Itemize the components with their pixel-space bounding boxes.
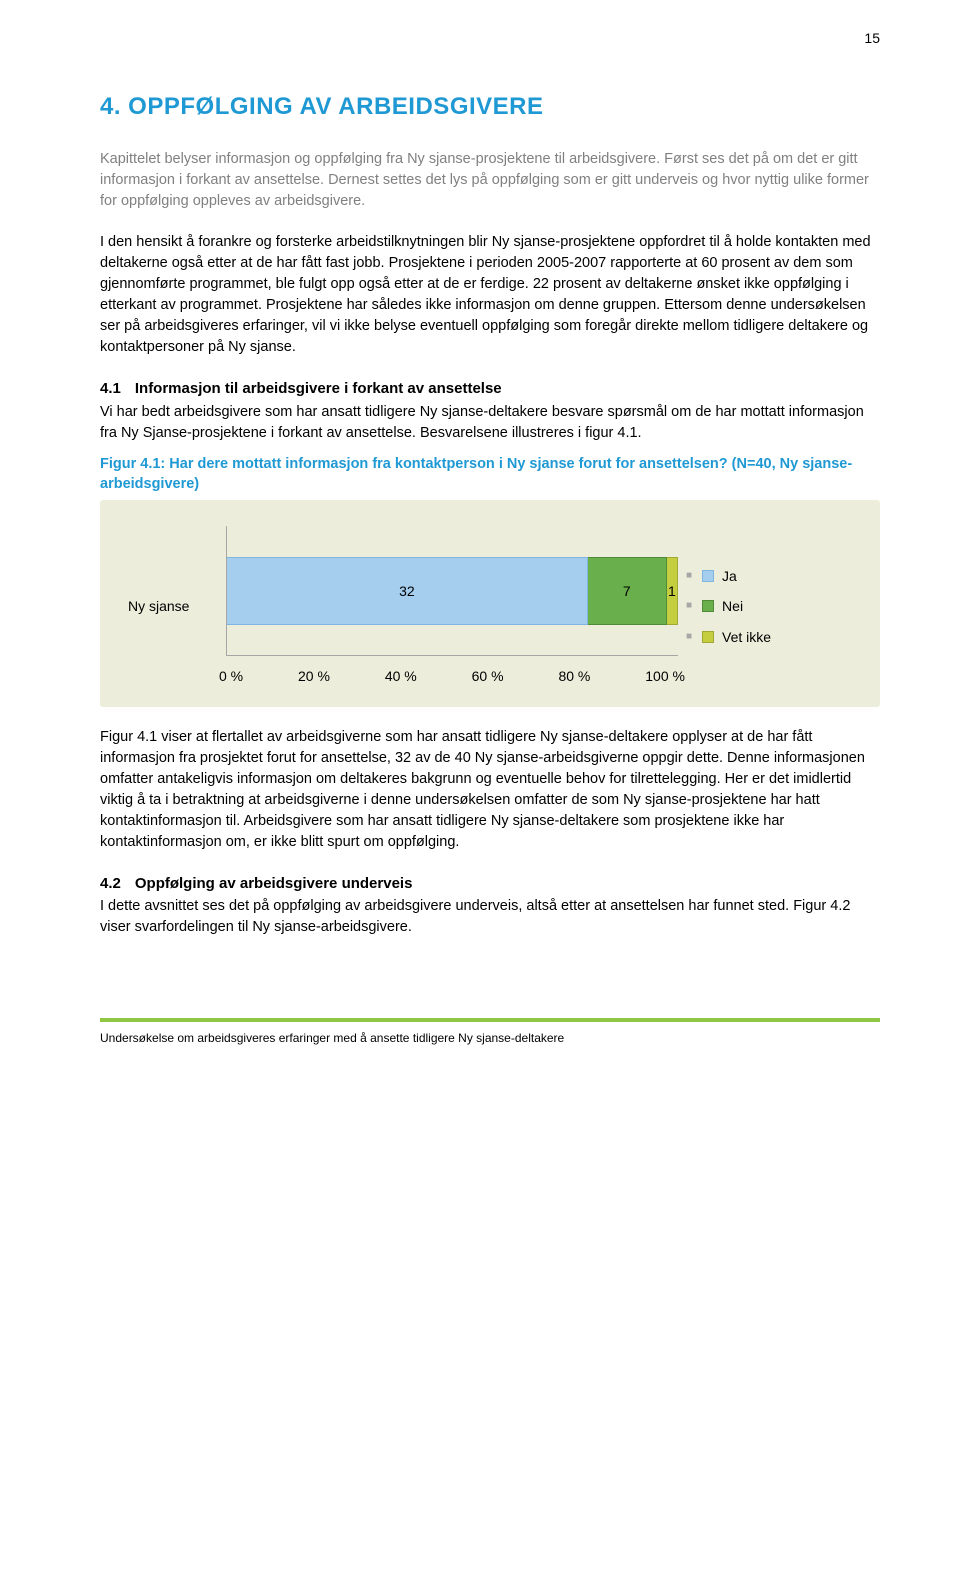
subheading-title: Informasjon til arbeidsgivere i forkant … bbox=[135, 380, 502, 397]
legend-label: Ja bbox=[722, 566, 737, 586]
axis-tick: 80 % bbox=[558, 666, 590, 686]
subheading-number: 4.2 bbox=[100, 875, 121, 892]
legend-item: ■Ja bbox=[708, 566, 771, 586]
chart-segment: 7 bbox=[588, 557, 667, 625]
chart-x-axis: 0 % 20 % 40 % 60 % 80 % 100 % bbox=[219, 666, 685, 686]
legend-item: ■Nei bbox=[708, 596, 771, 616]
axis-tick: 60 % bbox=[472, 666, 504, 686]
legend-label: Nei bbox=[722, 596, 743, 616]
subheading-number: 4.1 bbox=[100, 380, 121, 397]
legend-item: ■Vet ikke bbox=[708, 627, 771, 647]
legend-swatch bbox=[702, 570, 714, 582]
axis-tick: 0 % bbox=[219, 666, 243, 686]
document-page: 15 4. OPPFØLGING AV ARBEIDSGIVERE Kapitt… bbox=[0, 0, 960, 1520]
legend-label: Vet ikke bbox=[722, 627, 771, 647]
legend-swatch bbox=[702, 600, 714, 612]
body-paragraph-2: Figur 4.1 viser at flertallet av arbeids… bbox=[100, 727, 880, 853]
intro-paragraph: Kapittelet belyser informasjon og oppføl… bbox=[100, 149, 880, 212]
footer-text: Undersøkelse om arbeidsgiveres erfaringe… bbox=[100, 1030, 880, 1067]
chart-legend: ■Ja ■Nei ■Vet ikke bbox=[708, 566, 771, 647]
section-42-body: I dette avsnittet ses det på oppfølging … bbox=[100, 896, 880, 938]
section-41-body: Vi har bedt arbeidsgivere som har ansatt… bbox=[100, 402, 880, 444]
axis-tick: 40 % bbox=[385, 666, 417, 686]
subheading-title: Oppfølging av arbeidsgivere underveis bbox=[135, 875, 413, 892]
footer-accent-bar bbox=[100, 1018, 880, 1022]
legend-bullet-icon: ■ bbox=[686, 599, 692, 614]
figure-41-title: Figur 4.1: Har dere mottatt informasjon … bbox=[100, 454, 880, 495]
figure-41-chart: Ny sjanse32710 %20 %40 %60 %80 %100 %■Ja… bbox=[100, 500, 880, 706]
chart-category-label: Ny sjanse bbox=[128, 596, 208, 616]
axis-tick: 100 % bbox=[645, 666, 685, 686]
legend-bullet-icon: ■ bbox=[686, 569, 692, 584]
chart-segment: 32 bbox=[227, 557, 588, 625]
legend-bullet-icon: ■ bbox=[686, 630, 692, 645]
body-paragraph-1: I den hensikt å forankre og forsterke ar… bbox=[100, 232, 880, 358]
chart-segment: 1 bbox=[667, 557, 678, 625]
page-number: 15 bbox=[864, 28, 880, 48]
axis-tick: 20 % bbox=[298, 666, 330, 686]
subheading-4-1: 4.1 Informasjon til arbeidsgivere i forka… bbox=[100, 378, 880, 400]
legend-swatch bbox=[702, 631, 714, 643]
subheading-4-2: 4.2 Oppfølging av arbeidsgivere underveis bbox=[100, 873, 880, 895]
main-heading: 4. OPPFØLGING AV ARBEIDSGIVERE bbox=[100, 90, 880, 125]
